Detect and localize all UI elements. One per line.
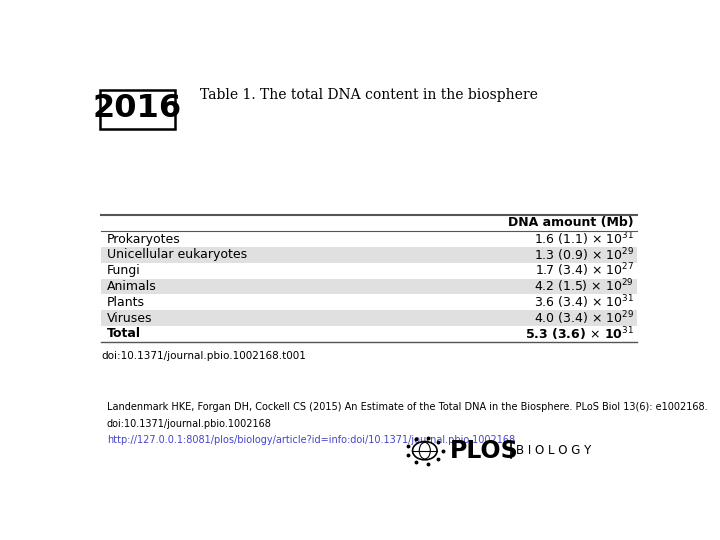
Bar [101, 279, 636, 294]
Text: PLOS: PLOS [450, 438, 518, 463]
FancyBboxPatch shape [100, 90, 176, 129]
Text: Landenmark HKE, Forgan DH, Cockell CS (2015) An Estimate of the Total DNA in the: Landenmark HKE, Forgan DH, Cockell CS (2… [107, 402, 707, 411]
Text: Table 1. The total DNA content in the biosphere: Table 1. The total DNA content in the bi… [200, 87, 538, 102]
Text: Unicellular eukaryotes: Unicellular eukaryotes [107, 248, 247, 261]
Text: 1.7 (3.4) $\times$ 10$^{27}$: 1.7 (3.4) $\times$ 10$^{27}$ [535, 262, 634, 279]
Text: Fungi: Fungi [107, 264, 140, 277]
Text: doi:10.1371/journal.pbio.1002168: doi:10.1371/journal.pbio.1002168 [107, 419, 271, 429]
Text: DNA amount (Mb): DNA amount (Mb) [508, 216, 634, 229]
Text: Animals: Animals [107, 280, 156, 293]
Text: 1.3 (0.9) $\times$ 10$^{29}$: 1.3 (0.9) $\times$ 10$^{29}$ [534, 246, 634, 264]
Text: Plants: Plants [107, 296, 145, 309]
Text: B I O L O G Y: B I O L O G Y [516, 444, 591, 457]
Text: 1.6 (1.1) $\times$ 10$^{31}$: 1.6 (1.1) $\times$ 10$^{31}$ [534, 230, 634, 248]
Text: 5.3 (3.6) $\times$ 10$^{31}$: 5.3 (3.6) $\times$ 10$^{31}$ [525, 325, 634, 342]
Bar [101, 310, 636, 326]
Text: 4.2 (1.5) $\times$ 10$^{29}$: 4.2 (1.5) $\times$ 10$^{29}$ [534, 278, 634, 295]
Text: 2016: 2016 [93, 93, 182, 124]
Text: Viruses: Viruses [107, 312, 152, 325]
Text: doi:10.1371/journal.pbio.1002168.t001: doi:10.1371/journal.pbio.1002168.t001 [101, 351, 306, 361]
Text: 4.0 (3.4) $\times$ 10$^{29}$: 4.0 (3.4) $\times$ 10$^{29}$ [534, 309, 634, 327]
Text: http://127.0.0.1:8081/plos/biology/article?id=info:doi/10.1371/journal.pbio.1002: http://127.0.0.1:8081/plos/biology/artic… [107, 435, 515, 445]
Text: Total: Total [107, 327, 140, 340]
Text: Prokaryotes: Prokaryotes [107, 233, 181, 246]
Text: 3.6 (3.4) $\times$ 10$^{31}$: 3.6 (3.4) $\times$ 10$^{31}$ [534, 293, 634, 311]
Bar [101, 247, 636, 263]
